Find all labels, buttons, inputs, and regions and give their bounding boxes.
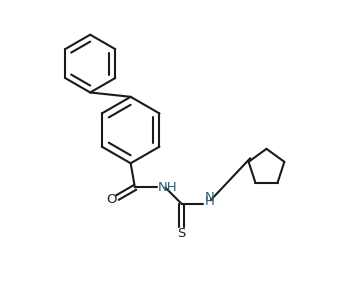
Text: S: S bbox=[177, 227, 186, 240]
Text: O: O bbox=[106, 192, 116, 205]
Text: H: H bbox=[205, 195, 215, 208]
Text: NH: NH bbox=[158, 181, 178, 194]
Text: N: N bbox=[205, 191, 214, 204]
